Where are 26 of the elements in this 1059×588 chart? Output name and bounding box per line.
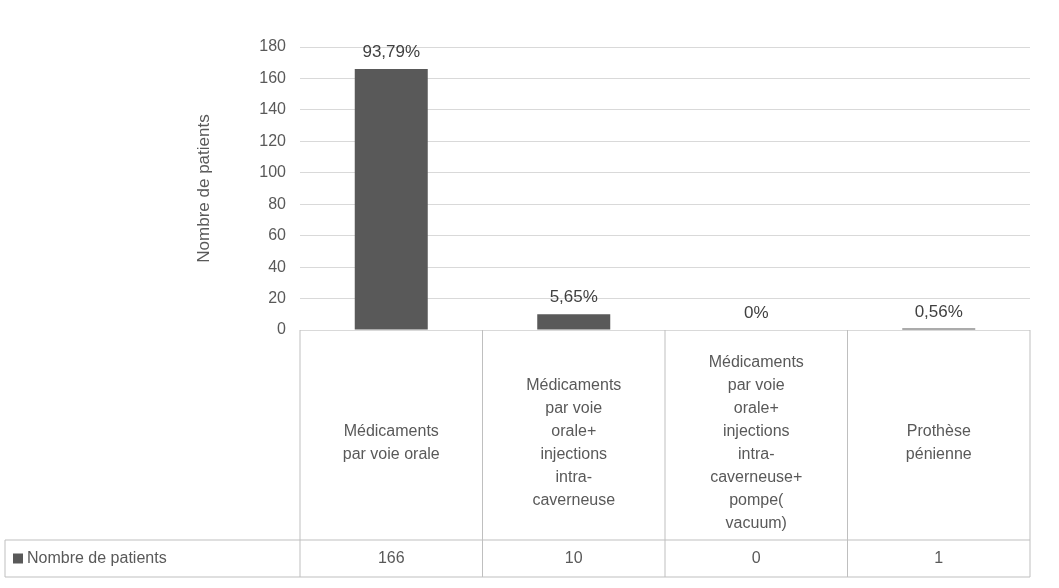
y-axis-title: Nombre de patients [193, 114, 213, 263]
y-tick-label: 20 [268, 288, 287, 306]
annotation: 0% [743, 303, 769, 323]
y-tick-label: 120 [259, 131, 287, 149]
y-tick-label: 60 [268, 226, 287, 244]
y-tick-label: 40 [268, 257, 287, 275]
y-tick-label: 140 [259, 100, 287, 118]
y-tick-label: 180 [259, 37, 287, 55]
legend-label: Nombre de patients [27, 548, 167, 566]
annotation: 0,56% [914, 301, 963, 321]
annotation: 5,65% [549, 287, 598, 307]
data-label: 10 [564, 548, 583, 566]
y-tick-label: 100 [259, 163, 287, 181]
data-label: 166 [377, 548, 405, 566]
data-label: 1 [934, 548, 944, 566]
y-tick-label: 160 [259, 68, 287, 86]
annotation: 93,79% [362, 42, 421, 62]
x-tick-label: Médicaments par voie orale+ injections intra-caverneuse+ pompe( vacuum) [708, 352, 804, 531]
bar [537, 314, 611, 330]
x-tick-label: Médicaments par voie orale+ injections intra-caverneuse [526, 375, 622, 508]
x-tick-label: Prothèse pénienne [905, 421, 972, 462]
x-tick-label: Médicaments par voie orale [342, 421, 440, 462]
y-tick-label: 80 [268, 194, 287, 212]
y-tick-label: 0 [277, 320, 287, 338]
bar [354, 69, 428, 330]
data-label: 0 [751, 548, 761, 566]
